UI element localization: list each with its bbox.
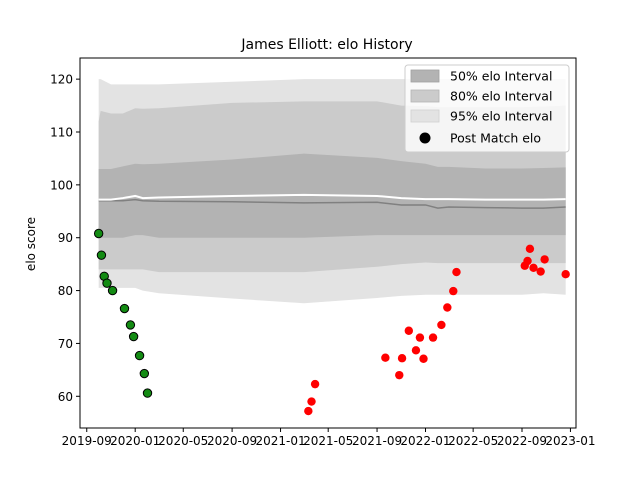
post-match-point <box>304 407 312 415</box>
legend: 50% elo Interval 80% elo Interval 95% el… <box>405 65 569 152</box>
post-match-point <box>429 333 437 341</box>
post-match-point <box>536 267 544 275</box>
x-tick-label: 2019-09 <box>62 434 112 448</box>
x-tick-label: 2020-05 <box>158 434 208 448</box>
legend-label-post-match: Post Match elo <box>450 131 541 146</box>
post-match-point <box>395 371 403 379</box>
post-match-point <box>419 355 427 363</box>
x-tick-label: 2021-09 <box>352 434 402 448</box>
y-tick-label: 100 <box>50 178 73 192</box>
legend-swatch-95 <box>411 110 439 122</box>
post-match-point <box>523 257 531 265</box>
post-match-point <box>140 369 148 377</box>
x-tick-label: 2022-01 <box>400 434 450 448</box>
post-match-point <box>449 287 457 295</box>
y-axis: 60 70 80 90 100 110 120 <box>50 73 80 404</box>
post-match-point <box>120 304 128 312</box>
legend-marker-post-match <box>420 133 431 144</box>
x-tick-label: 2022-05 <box>448 434 498 448</box>
post-match-point <box>540 255 548 263</box>
y-tick-label: 110 <box>50 126 73 140</box>
post-match-point <box>561 270 569 278</box>
x-tick-label: 2020-01 <box>110 434 160 448</box>
post-match-point <box>94 229 102 237</box>
post-match-point <box>311 380 319 388</box>
post-match-point <box>97 251 105 259</box>
x-axis: 2019-092020-012020-052020-092021-012021-… <box>62 428 596 448</box>
x-tick-label: 2021-05 <box>303 434 353 448</box>
post-match-point <box>412 346 420 354</box>
post-match-point <box>126 321 134 329</box>
post-match-point <box>381 354 389 362</box>
y-tick-label: 70 <box>58 337 73 351</box>
post-match-point <box>398 354 406 362</box>
y-tick-label: 90 <box>58 231 73 245</box>
post-match-point <box>129 332 137 340</box>
post-match-point <box>452 268 460 276</box>
chart-title: James Elliott: elo History <box>240 37 412 53</box>
x-tick-label: 2022-09 <box>497 434 547 448</box>
x-tick-label: 2023-01 <box>545 434 595 448</box>
y-tick-label: 80 <box>58 284 73 298</box>
post-match-point <box>103 279 111 287</box>
post-match-point <box>307 397 315 405</box>
legend-swatch-80 <box>411 90 439 102</box>
legend-label-95: 95% elo Interval <box>450 109 552 124</box>
legend-label-80: 80% elo Interval <box>450 89 552 104</box>
y-tick-label: 60 <box>58 390 73 404</box>
x-tick-label: 2021-01 <box>255 434 305 448</box>
x-tick-label: 2020-09 <box>207 434 257 448</box>
y-axis-label: elo score <box>24 217 38 271</box>
post-match-point <box>416 333 424 341</box>
y-tick-label: 120 <box>50 73 73 87</box>
post-match-point <box>526 245 534 253</box>
post-match-point <box>443 303 451 311</box>
post-match-point <box>108 286 116 294</box>
post-match-point <box>135 351 143 359</box>
legend-label-50: 50% elo Interval <box>450 69 552 84</box>
post-match-point <box>143 389 151 397</box>
post-match-point <box>405 327 413 335</box>
post-match-point <box>529 264 537 272</box>
legend-swatch-50 <box>411 70 439 82</box>
post-match-point <box>437 321 445 329</box>
